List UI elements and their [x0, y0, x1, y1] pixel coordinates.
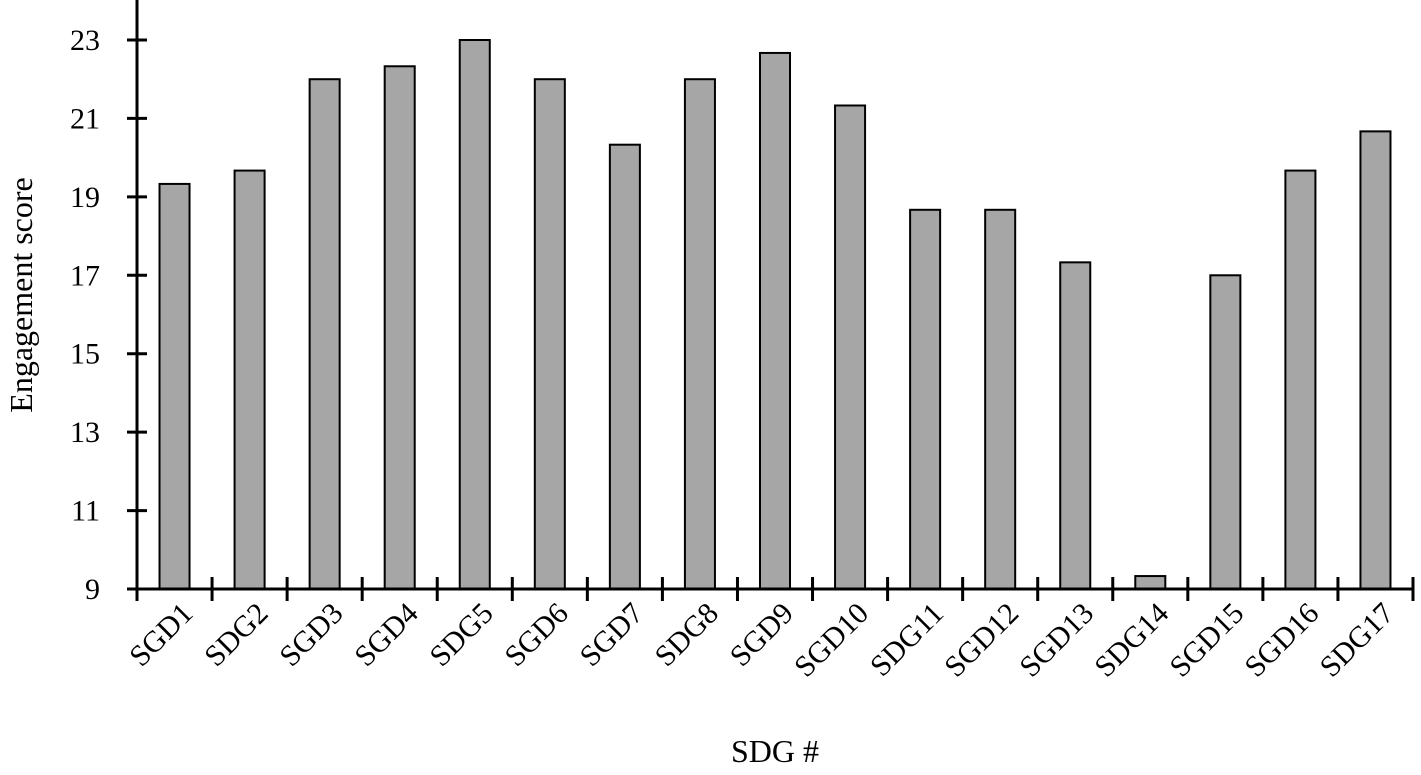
x-tick-label: SDG17 [1313, 597, 1400, 684]
x-tick-label: SGD15 [1163, 597, 1250, 684]
bar [608, 143, 641, 590]
bar [158, 182, 191, 590]
bars-group [158, 39, 1392, 591]
bar [683, 78, 716, 590]
y-tick-label: 21 [70, 102, 100, 135]
x-tick-label: SGD4 [348, 597, 424, 673]
x-tick-label: SDG2 [198, 597, 274, 673]
y-tick-label: 23 [70, 24, 100, 57]
y-tick-label: 9 [85, 573, 100, 606]
bar [533, 78, 566, 590]
y-tick-label: 19 [70, 181, 100, 214]
bar [1284, 169, 1317, 591]
x-tick-label: SDG5 [423, 597, 499, 673]
x-axis-title: SDG # [731, 733, 819, 769]
x-tick-label: SDG14 [1088, 597, 1175, 684]
bar [458, 39, 491, 590]
x-tick-label: SGD1 [123, 597, 199, 673]
bar [1059, 261, 1092, 590]
y-tick-label: 15 [70, 338, 100, 371]
bar [984, 208, 1017, 590]
y-tick-label: 13 [70, 416, 100, 449]
y-tick-label: 17 [70, 259, 100, 292]
x-tick-label: SGD6 [498, 597, 574, 673]
x-tick-label: SGD10 [788, 597, 875, 684]
bar [383, 65, 416, 591]
x-tick-label: SGD12 [938, 597, 1025, 684]
x-tick-label: SGD3 [273, 597, 349, 673]
bar [233, 169, 266, 591]
x-tick-label: SDG8 [649, 597, 725, 673]
bar [758, 51, 792, 590]
bar [308, 78, 341, 590]
y-ticks-group: 9 11 13 15 17 19 21 23 [70, 24, 147, 606]
y-axis-title: Engagement score [3, 177, 39, 412]
bar [909, 208, 942, 590]
x-tick-label: SGD13 [1013, 597, 1100, 684]
bar [834, 104, 867, 590]
bar [1134, 575, 1167, 590]
x-tick-label: SGD7 [573, 597, 649, 673]
x-ticks-group: SGD1SDG2SGD3SGD4SDG5SGD6SGD7SDG8SGD9SGD1… [123, 577, 1415, 684]
bar [1359, 130, 1392, 590]
x-tick-label: SDG11 [864, 597, 950, 683]
y-tick-label: 11 [71, 495, 100, 528]
x-tick-label: SGD16 [1238, 597, 1325, 684]
bar [1209, 274, 1242, 590]
